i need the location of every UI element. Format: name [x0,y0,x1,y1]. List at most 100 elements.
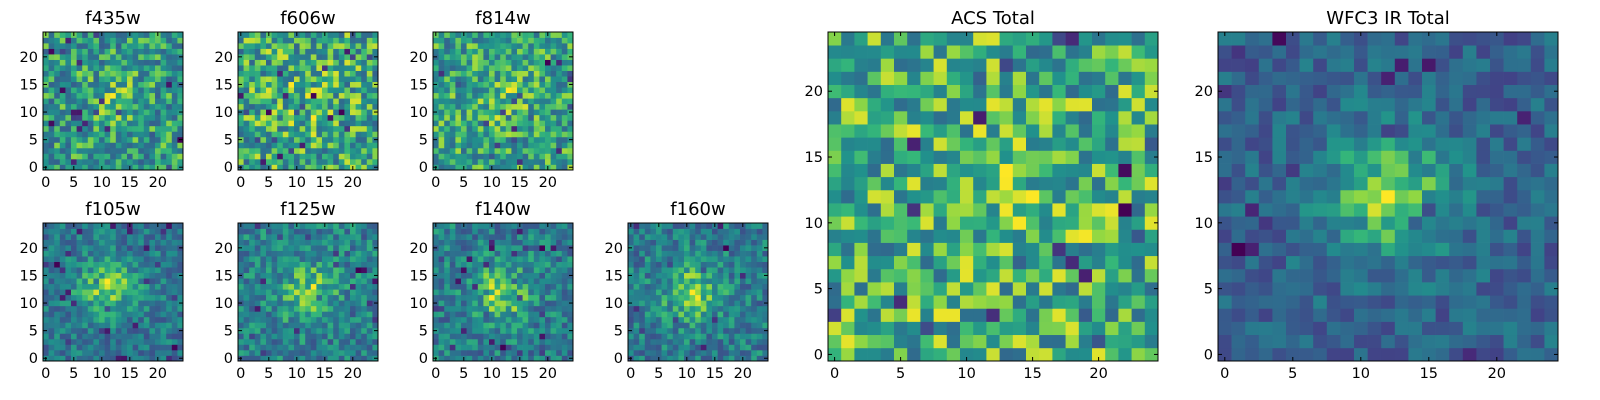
heatmap-cell [522,70,529,77]
heatmap-cell [82,294,89,301]
heatmap-cell [271,344,278,351]
heatmap-cell [567,131,574,138]
heatmap-cell [678,327,685,334]
heatmap-cell [907,176,921,191]
heatmap-cell [644,272,651,279]
heatmap-cell [700,223,707,229]
heatmap-cell [628,261,634,268]
heatmap-cell [483,43,490,49]
heatmap-cell [71,54,77,60]
heatmap-cell [500,223,507,229]
heatmap-cell [372,349,379,356]
heatmap-cell [266,349,272,356]
heatmap-cell [533,261,540,268]
heatmap-cell [489,136,495,143]
heatmap-cell [143,256,150,262]
heatmap-cell [960,321,974,336]
heatmap-cell [333,120,340,127]
heatmap-cell [477,76,484,83]
heatmap-cell [333,234,340,240]
heatmap-cell [299,158,306,165]
heatmap-cell [545,344,551,351]
heatmap-cell [76,43,83,49]
heatmap-cell [933,282,948,296]
heatmap-cell [723,355,730,362]
heatmap-cell [449,136,456,143]
heatmap-cell [99,344,105,351]
heatmap-cell [717,305,724,312]
heatmap-cell [644,355,651,362]
heatmap-cell [438,70,445,77]
heatmap-cell [1052,282,1066,296]
heatmap-cell [986,163,1000,178]
heatmap-cell [728,278,735,285]
heatmap-cell [561,228,568,235]
heatmap-cell [740,349,746,356]
heatmap-cell [472,125,479,132]
heatmap-cell [828,176,842,191]
heatmap-cell [539,158,546,165]
heatmap-cell [366,164,373,171]
heatmap-cell [82,316,89,323]
heatmap-cell [310,311,317,318]
heatmap-cell [249,338,256,345]
heatmap-cell [894,176,908,191]
heatmap-cell [305,87,312,94]
heatmap-cell [310,125,317,132]
x-tick-label: 0 [626,366,635,382]
heatmap-cell [366,125,373,132]
heatmap-cell [449,344,456,351]
heatmap-cell [127,261,133,268]
heatmap-cell [494,278,501,285]
heatmap-cell [372,344,379,351]
heatmap-cell [260,267,267,274]
heatmap-cell [438,344,445,351]
heatmap-cell [706,239,713,246]
heatmap-cell [550,349,557,356]
heatmap-cell [249,98,256,105]
heatmap-cell [277,283,284,290]
heatmap-cell [438,136,445,143]
heatmap-cell [567,120,574,127]
heatmap-cell [494,256,501,262]
heatmap-cell [438,125,445,132]
heatmap-cell [728,283,735,290]
heatmap-cell [466,223,473,229]
heatmap-cell [171,327,178,334]
heatmap-cell [466,228,473,235]
heatmap-cell [149,81,156,88]
heatmap-cell [545,147,551,154]
heatmap-cell [327,76,334,83]
heatmap-cell [299,125,306,132]
heatmap-cell [461,234,467,240]
heatmap-cell [745,278,752,285]
heatmap-cell [115,43,122,49]
heatmap-cell [99,278,105,285]
heatmap-cell [700,327,707,334]
heatmap-cell [160,256,167,262]
heatmap-cell [327,54,334,60]
heatmap-cell [762,294,769,301]
heatmap-cell [762,267,769,274]
heatmap-cell [310,87,317,94]
heatmap-cell [372,70,379,77]
heatmap-cell [667,289,674,296]
heatmap-cell [449,349,456,356]
heatmap-cell [483,294,490,301]
heatmap-cell [561,305,568,312]
heatmap-cell [500,32,507,38]
heatmap-cell [695,245,702,251]
heatmap-cell [115,272,122,279]
heatmap-cell [667,228,674,235]
heatmap-cell [76,103,83,110]
heatmap-cell [539,81,546,88]
heatmap-cell [672,322,679,329]
heatmap-cell [695,283,702,290]
heatmap-cell [177,228,184,235]
heatmap-cell [533,54,540,60]
heatmap-cell [756,234,763,240]
heatmap-cell [522,114,529,121]
heatmap-cell [121,278,128,285]
heatmap-cell [672,300,679,307]
heatmap-cell [316,136,323,143]
